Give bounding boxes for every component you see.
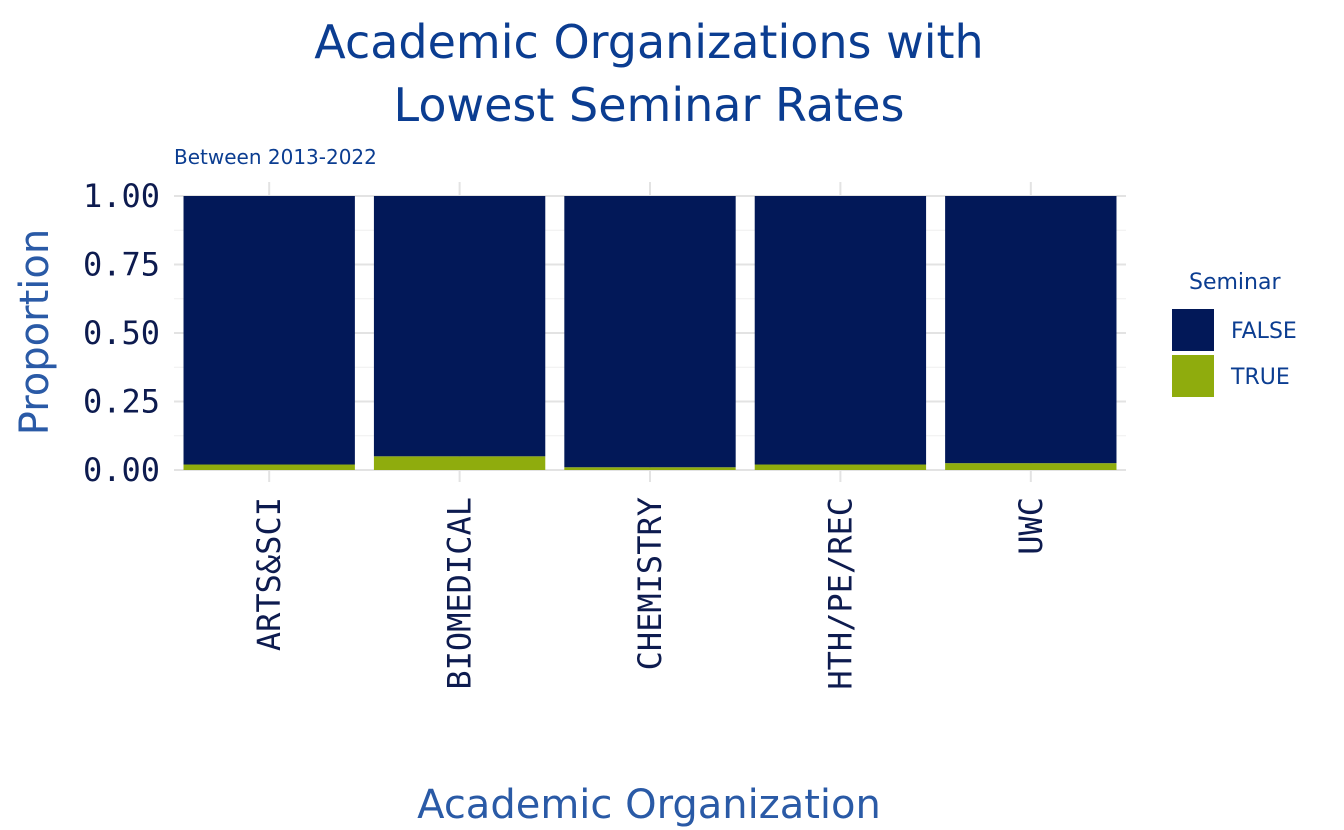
- y-axis-title: Proportion: [12, 229, 58, 435]
- x-tick-label: HTH/PE/REC: [821, 497, 859, 690]
- y-axis-ticks: 0.00 0.25 0.50 0.75 1.00: [83, 177, 160, 489]
- legend-key-false: [1172, 309, 1214, 351]
- x-tick-label: UWC: [1012, 497, 1050, 555]
- y-tick-label: 0.50: [83, 314, 160, 352]
- bar-false-arts-sci: [183, 196, 355, 465]
- bar-false-biomedical: [373, 196, 546, 457]
- x-tick-label: BIOMEDICAL: [441, 497, 479, 690]
- chart-subtitle: Between 2013-2022: [174, 145, 377, 169]
- chart-title-line-2: Lowest Seminar Rates: [394, 78, 905, 132]
- legend-label-true: TRUE: [1230, 365, 1290, 390]
- bar-true-chemistry: [564, 467, 736, 470]
- y-tick-label: 0.00: [83, 451, 160, 489]
- y-tick-label: 0.25: [83, 383, 160, 421]
- bar-false-chemistry: [564, 196, 736, 468]
- legend-label-false: FALSE: [1231, 319, 1297, 344]
- y-tick-label: 1.00: [83, 177, 160, 215]
- x-tick-label: ARTS&SCI: [250, 497, 288, 651]
- legend: Seminar FALSE TRUE: [1172, 270, 1297, 397]
- bar-true-arts-sci: [183, 464, 355, 470]
- bar-false-hth-pe-rec: [754, 196, 927, 465]
- bar-true-uwc: [945, 463, 1117, 470]
- chart-title-line-1: Academic Organizations with: [314, 15, 983, 69]
- x-tick-label: CHEMISTRY: [631, 497, 669, 670]
- bar-true-hth-pe-rec: [754, 464, 927, 470]
- legend-key-true: [1172, 355, 1214, 397]
- bar-true-biomedical: [373, 456, 546, 470]
- x-axis-title: Academic Organization: [417, 782, 881, 828]
- y-tick-label: 0.75: [83, 246, 160, 284]
- bar-false-uwc: [945, 196, 1117, 464]
- bars: [183, 196, 1117, 470]
- legend-title: Seminar: [1189, 270, 1281, 295]
- x-axis-ticks: ARTS&SCI BIOMEDICAL CHEMISTRY HTH/PE/REC UWC: [250, 497, 1050, 690]
